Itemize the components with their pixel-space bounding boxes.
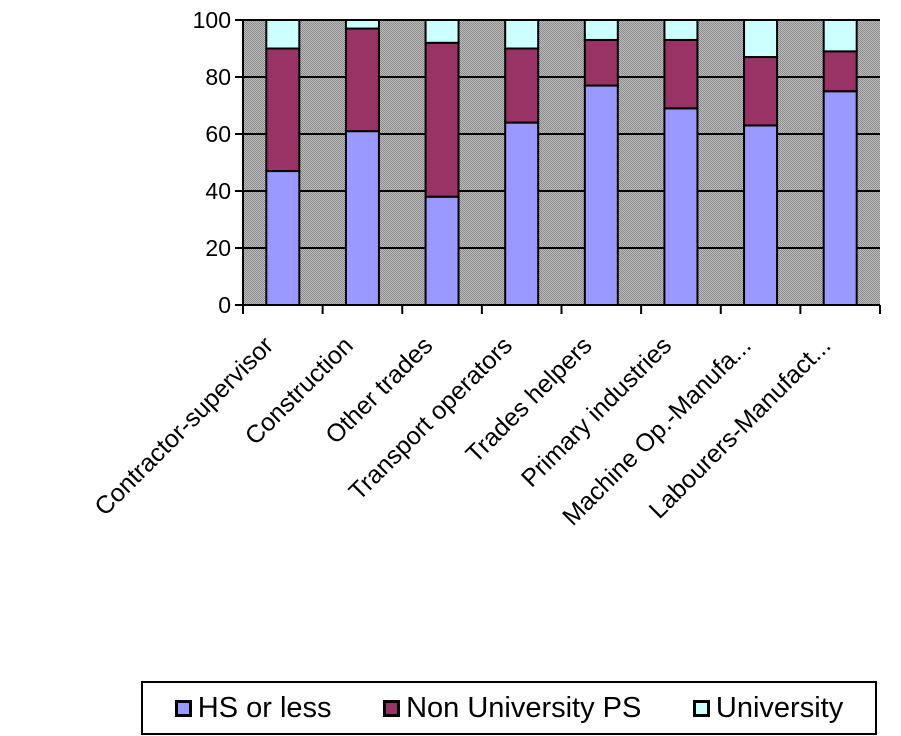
bar-segment-1-3 [426, 197, 459, 305]
x-category-label: Primary industries [516, 331, 677, 492]
legend-swatch [175, 700, 192, 717]
bar-segment-3-5 [585, 20, 618, 40]
y-tick-label: 0 [218, 292, 231, 318]
bar-segment-2-3 [426, 43, 459, 197]
bar-segment-2-5 [585, 40, 618, 86]
bar-segment-1-4 [505, 123, 538, 305]
legend-item: Non University PS [383, 692, 641, 725]
bar-segment-3-6 [664, 20, 697, 40]
bar-segment-2-1 [266, 49, 299, 172]
bar-segment-1-2 [346, 131, 379, 305]
bar-segment-2-8 [824, 51, 857, 91]
bar-segment-1-8 [824, 91, 857, 305]
legend-swatch [693, 700, 710, 717]
bar-segment-1-1 [266, 171, 299, 305]
bar-segment-3-2 [346, 20, 379, 29]
legend-swatch [383, 700, 400, 717]
bar-segment-1-7 [744, 125, 777, 305]
legend-label: University [716, 692, 843, 725]
bar-segment-1-5 [585, 86, 618, 305]
legend-item: University [693, 692, 843, 725]
y-tick-label: 80 [205, 64, 231, 90]
bar-segment-3-1 [266, 20, 299, 49]
y-tick-label: 100 [193, 7, 231, 33]
bar-segment-2-6 [664, 40, 697, 108]
stacked-bar-chart: 020406080100Contractor-supervisorConstru… [0, 0, 901, 680]
bar-segment-3-8 [824, 20, 857, 51]
bar-segment-2-4 [505, 49, 538, 123]
chart-legend: HS or less Non University PS University [141, 681, 877, 735]
plot-area [243, 20, 880, 305]
bar-segment-3-3 [426, 20, 459, 43]
bar-segment-2-2 [346, 29, 379, 132]
legend-item: HS or less [175, 692, 332, 725]
y-tick-label: 40 [205, 178, 231, 204]
bar-segment-3-7 [744, 20, 777, 57]
legend-label: HS or less [198, 692, 332, 725]
bar-segment-1-6 [664, 108, 697, 305]
y-tick-label: 60 [205, 121, 231, 147]
legend-label: Non University PS [406, 692, 641, 725]
bar-segment-3-4 [505, 20, 538, 49]
bar-segment-2-7 [744, 57, 777, 125]
y-tick-label: 20 [205, 235, 231, 261]
